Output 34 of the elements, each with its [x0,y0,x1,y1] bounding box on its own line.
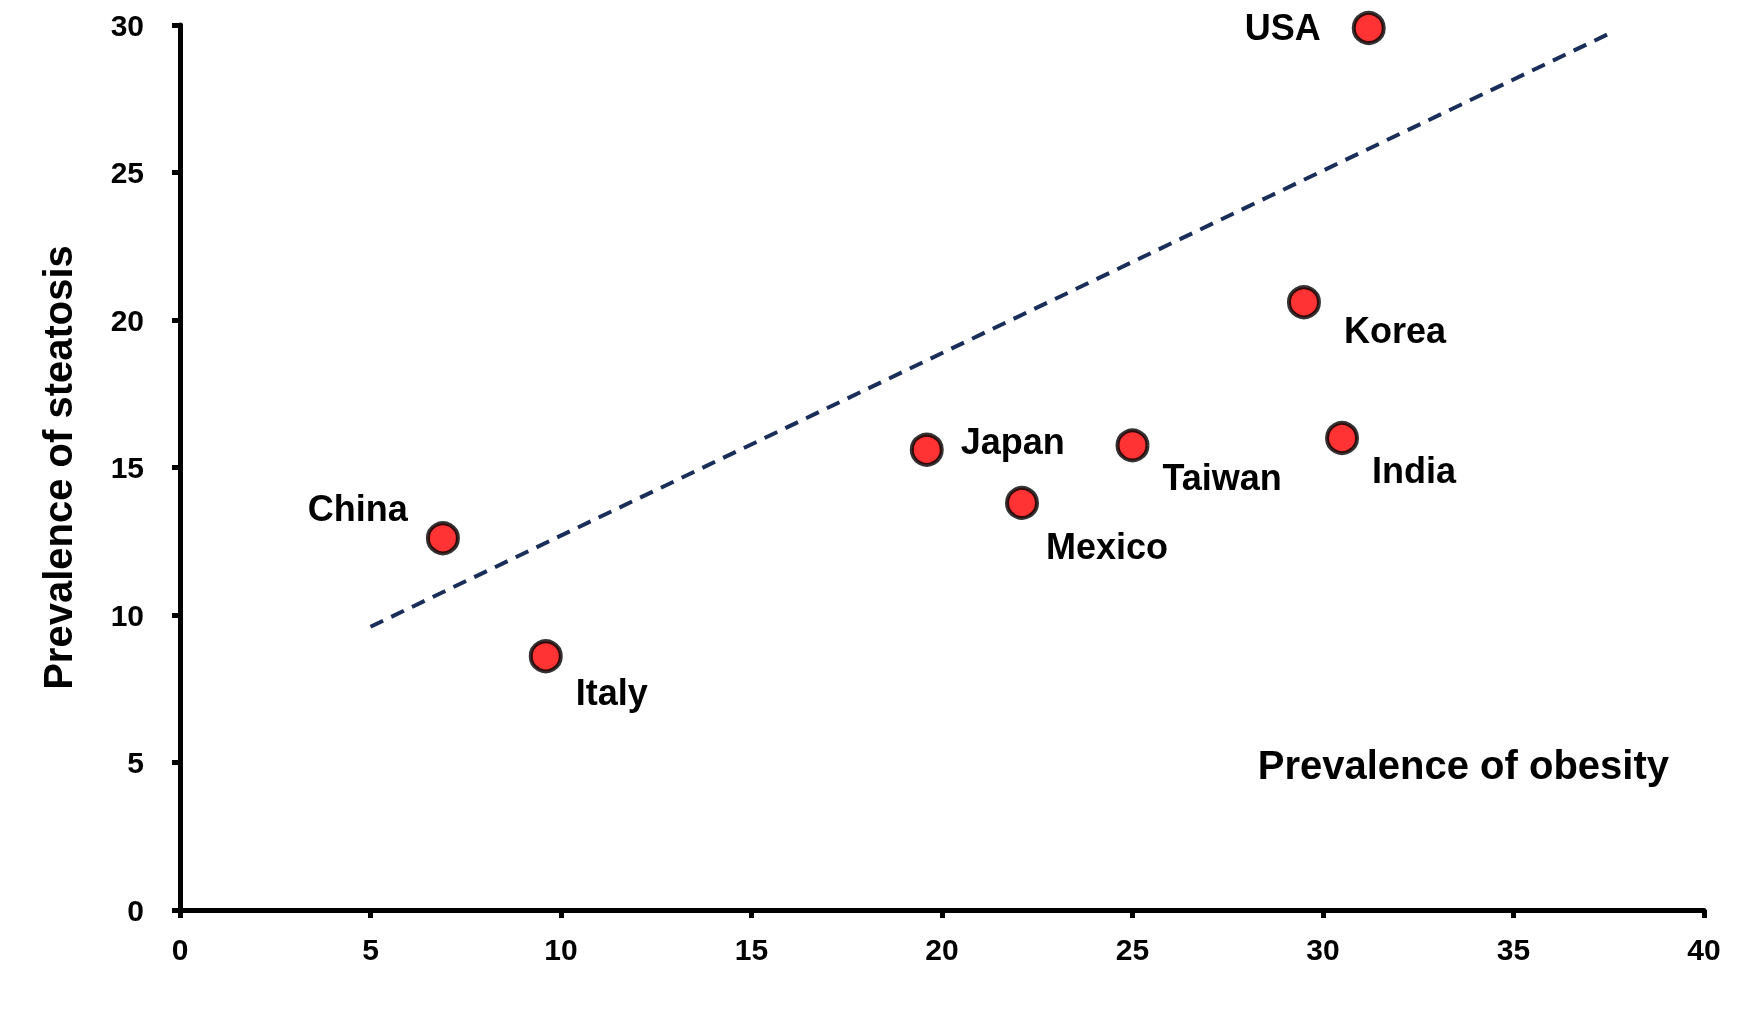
x-tick-label: 40 [1687,932,1721,966]
x-tick-label: 5 [362,932,379,966]
y-axis-title: Prevalence of steatosis [36,245,80,690]
annotation: Japan [960,421,1065,463]
point [528,639,563,674]
point [1115,428,1150,463]
x-tick-label: 20 [925,932,959,966]
x-axis-title: Prevalence of obesity [1257,743,1670,787]
annotation: China [307,487,409,529]
x-tick-label: 15 [734,932,769,966]
y-tick-label: 5 [127,746,144,779]
annotation: India [1372,449,1458,491]
x-tick-label: 25 [1115,932,1150,966]
x-tick-label: 0 [171,932,189,966]
annotation: Korea [1343,309,1447,351]
y-tick-label: 25 [110,156,144,189]
y-tick-label: 10 [110,598,144,632]
y-tick-label: 30 [110,8,144,42]
annotation: USA [1244,7,1321,49]
y-tick-label: 0 [127,893,144,927]
annotation: Italy [575,671,648,713]
point [1286,285,1321,320]
point [909,432,944,467]
x-tick-label: 30 [1306,932,1340,966]
annotation: Taiwan [1162,456,1282,498]
point [425,521,460,556]
y-tick-label: 20 [110,303,144,337]
point [1351,10,1386,45]
x-tick-label: 10 [544,932,578,966]
y-tick-label: 15 [110,451,144,484]
point [1325,421,1360,455]
annotation: Mexico [1046,526,1169,568]
point [1005,485,1040,520]
x-tick-label: 35 [1496,932,1531,966]
